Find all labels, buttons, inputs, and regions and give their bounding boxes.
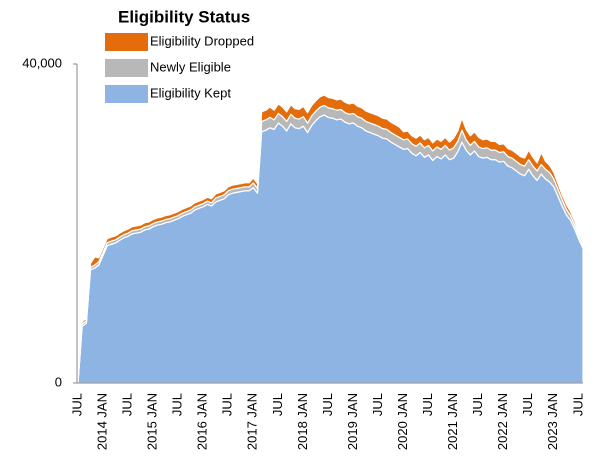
x-tick-label: 2018 JAN [295,393,310,450]
y-tick-label: 40,000 [22,55,62,70]
x-tick-label: 2019 JAN [345,393,360,450]
x-tick-label: 2023 JAN [545,393,560,450]
legend-swatch [105,33,148,51]
x-tick-label: JUL [420,393,435,416]
x-tick-label: 2014 JAN [94,393,109,450]
x-tick-label: 2020 JAN [395,393,410,450]
legend-swatch [105,59,148,77]
x-tick-label: JUL [120,393,135,416]
x-tick-label: JUL [69,393,84,416]
x-tick-label: JUL [520,393,535,416]
x-tick-label: 2021 JAN [445,393,460,450]
x-tick-label: JUL [270,393,285,416]
chart-title: Eligibility Status [118,7,250,26]
x-tick-label: 2015 JAN [145,393,160,450]
legend-swatch [105,85,148,103]
y-tick-label: 0 [55,374,62,389]
x-tick-label: JUL [220,393,235,416]
x-tick-label: JUL [320,393,335,416]
x-tick-label: 2017 JAN [245,393,260,450]
legend-label: Eligibility Kept [150,85,231,100]
x-tick-label: JUL [370,393,385,416]
x-tick-label: 2022 JAN [495,393,510,450]
x-tick-label: JUL [570,393,585,416]
area [77,94,584,384]
legend-label: Eligibility Dropped [150,33,254,48]
legend-label: Newly Eligible [150,59,231,74]
x-tick-label: 2016 JAN [195,393,210,450]
x-tick-label: JUL [170,393,185,416]
x-tick-label: JUL [470,393,485,416]
